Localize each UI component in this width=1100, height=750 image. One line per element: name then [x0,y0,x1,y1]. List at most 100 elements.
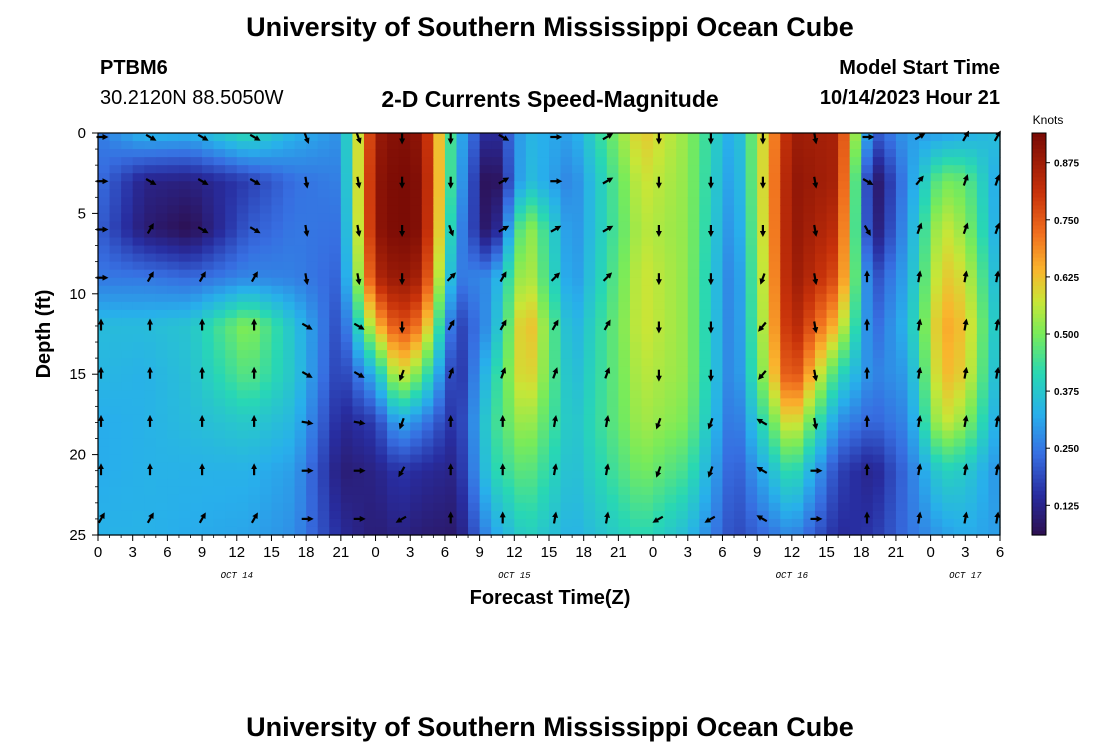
heatmap-cell [687,133,700,142]
heatmap-cell [502,205,515,214]
heatmap-cell [283,197,296,206]
heatmap-cell [768,213,781,223]
heatmap-cell [768,470,781,480]
current-arrow [301,370,313,378]
heatmap-cell [178,221,192,231]
heatmap-cell [676,390,689,399]
heatmap-cell [236,325,249,335]
colorbar-segment [1032,181,1046,186]
heatmap-cell [653,141,666,150]
heatmap-cell [340,358,354,367]
heatmap-cell [132,502,145,512]
heatmap-cell [410,398,423,407]
heatmap-cell [387,197,400,206]
heatmap-cell [595,165,608,174]
heatmap-cell [132,358,145,367]
heatmap-cell [248,382,261,391]
heatmap-cell [988,133,1001,142]
heatmap-cell [236,285,249,295]
heatmap-cell [144,406,157,415]
heatmap-cell [791,462,805,472]
heatmap-cell [213,342,226,351]
heatmap-cell [872,253,885,263]
heatmap-cell [884,133,897,142]
heatmap-cell [676,213,689,223]
heatmap-cell [629,173,643,182]
heatmap-cell [942,438,955,448]
heatmap-cell [907,398,920,407]
heatmap-cell [803,277,816,287]
heatmap-cell [468,390,481,399]
heatmap-cell [155,494,168,504]
heatmap-cell [676,438,689,448]
heatmap-cell [363,213,377,223]
heatmap-cell [375,502,388,512]
heatmap-cell [167,494,180,504]
heatmap-cell [826,414,839,424]
heatmap-cell [236,438,249,448]
heatmap-cell [757,494,770,504]
colorbar-segment [1032,153,1046,158]
heatmap-cell [849,309,862,319]
heatmap-cell [109,317,122,327]
heatmap-cell [710,165,724,174]
x-tick-label: 3 [961,544,969,561]
heatmap-cell [965,141,978,150]
heatmap-cell [618,422,631,432]
heatmap-cell [109,157,122,166]
heatmap-cell [664,462,677,472]
heatmap-cell [930,454,943,464]
heatmap-cell [653,478,666,488]
heatmap-cell [872,173,885,182]
current-arrow [550,272,561,282]
heatmap-cell [236,470,249,480]
colorbar-segment [1032,173,1046,178]
heatmap-cell [745,317,758,327]
heatmap-cell [317,157,330,166]
heatmap-cell [572,350,585,359]
heatmap-cell [444,334,458,343]
heatmap-cell [803,285,816,295]
heatmap-cell [178,229,192,239]
heatmap-cell [132,510,145,520]
heatmap-cell [398,350,411,359]
heatmap-cell [803,237,816,247]
heatmap-cell [722,181,735,190]
heatmap-cell [109,181,122,190]
heatmap-cell [98,301,111,311]
current-arrow [812,273,819,286]
heatmap-cell [537,462,550,472]
heatmap-cell [202,414,215,424]
heatmap-cell [664,197,677,206]
heatmap-cell [109,205,122,214]
heatmap-cell [248,205,261,214]
heatmap-cell [525,406,539,415]
heatmap-cell [259,309,273,319]
heatmap-cell [294,205,307,214]
heatmap-cell [849,414,862,424]
colorbar-segment [1032,366,1046,371]
heatmap-cell [907,309,920,319]
heatmap-cell [595,526,608,536]
heatmap-cell [930,518,943,528]
heatmap-cell [595,301,608,311]
heatmap-cell [514,189,527,198]
heatmap-cell [109,430,122,440]
heatmap-cell [641,438,654,448]
heatmap-cell [780,334,793,343]
heatmap-cell [780,358,793,367]
heatmap-cell [826,390,839,399]
heatmap-cell [942,205,955,214]
heatmap-cell [618,277,631,287]
heatmap-cell [814,486,828,496]
heatmap-cell [942,470,955,480]
heatmap-cell [895,229,909,239]
heatmap-cell [549,237,562,247]
heatmap-cell [329,478,342,488]
heatmap-cell [629,350,643,359]
heatmap-cell [525,358,539,367]
heatmap-cell [456,382,469,391]
heatmap-cell [572,406,585,415]
date-label: OCT 14 [221,571,253,581]
heatmap-cell [433,133,446,142]
